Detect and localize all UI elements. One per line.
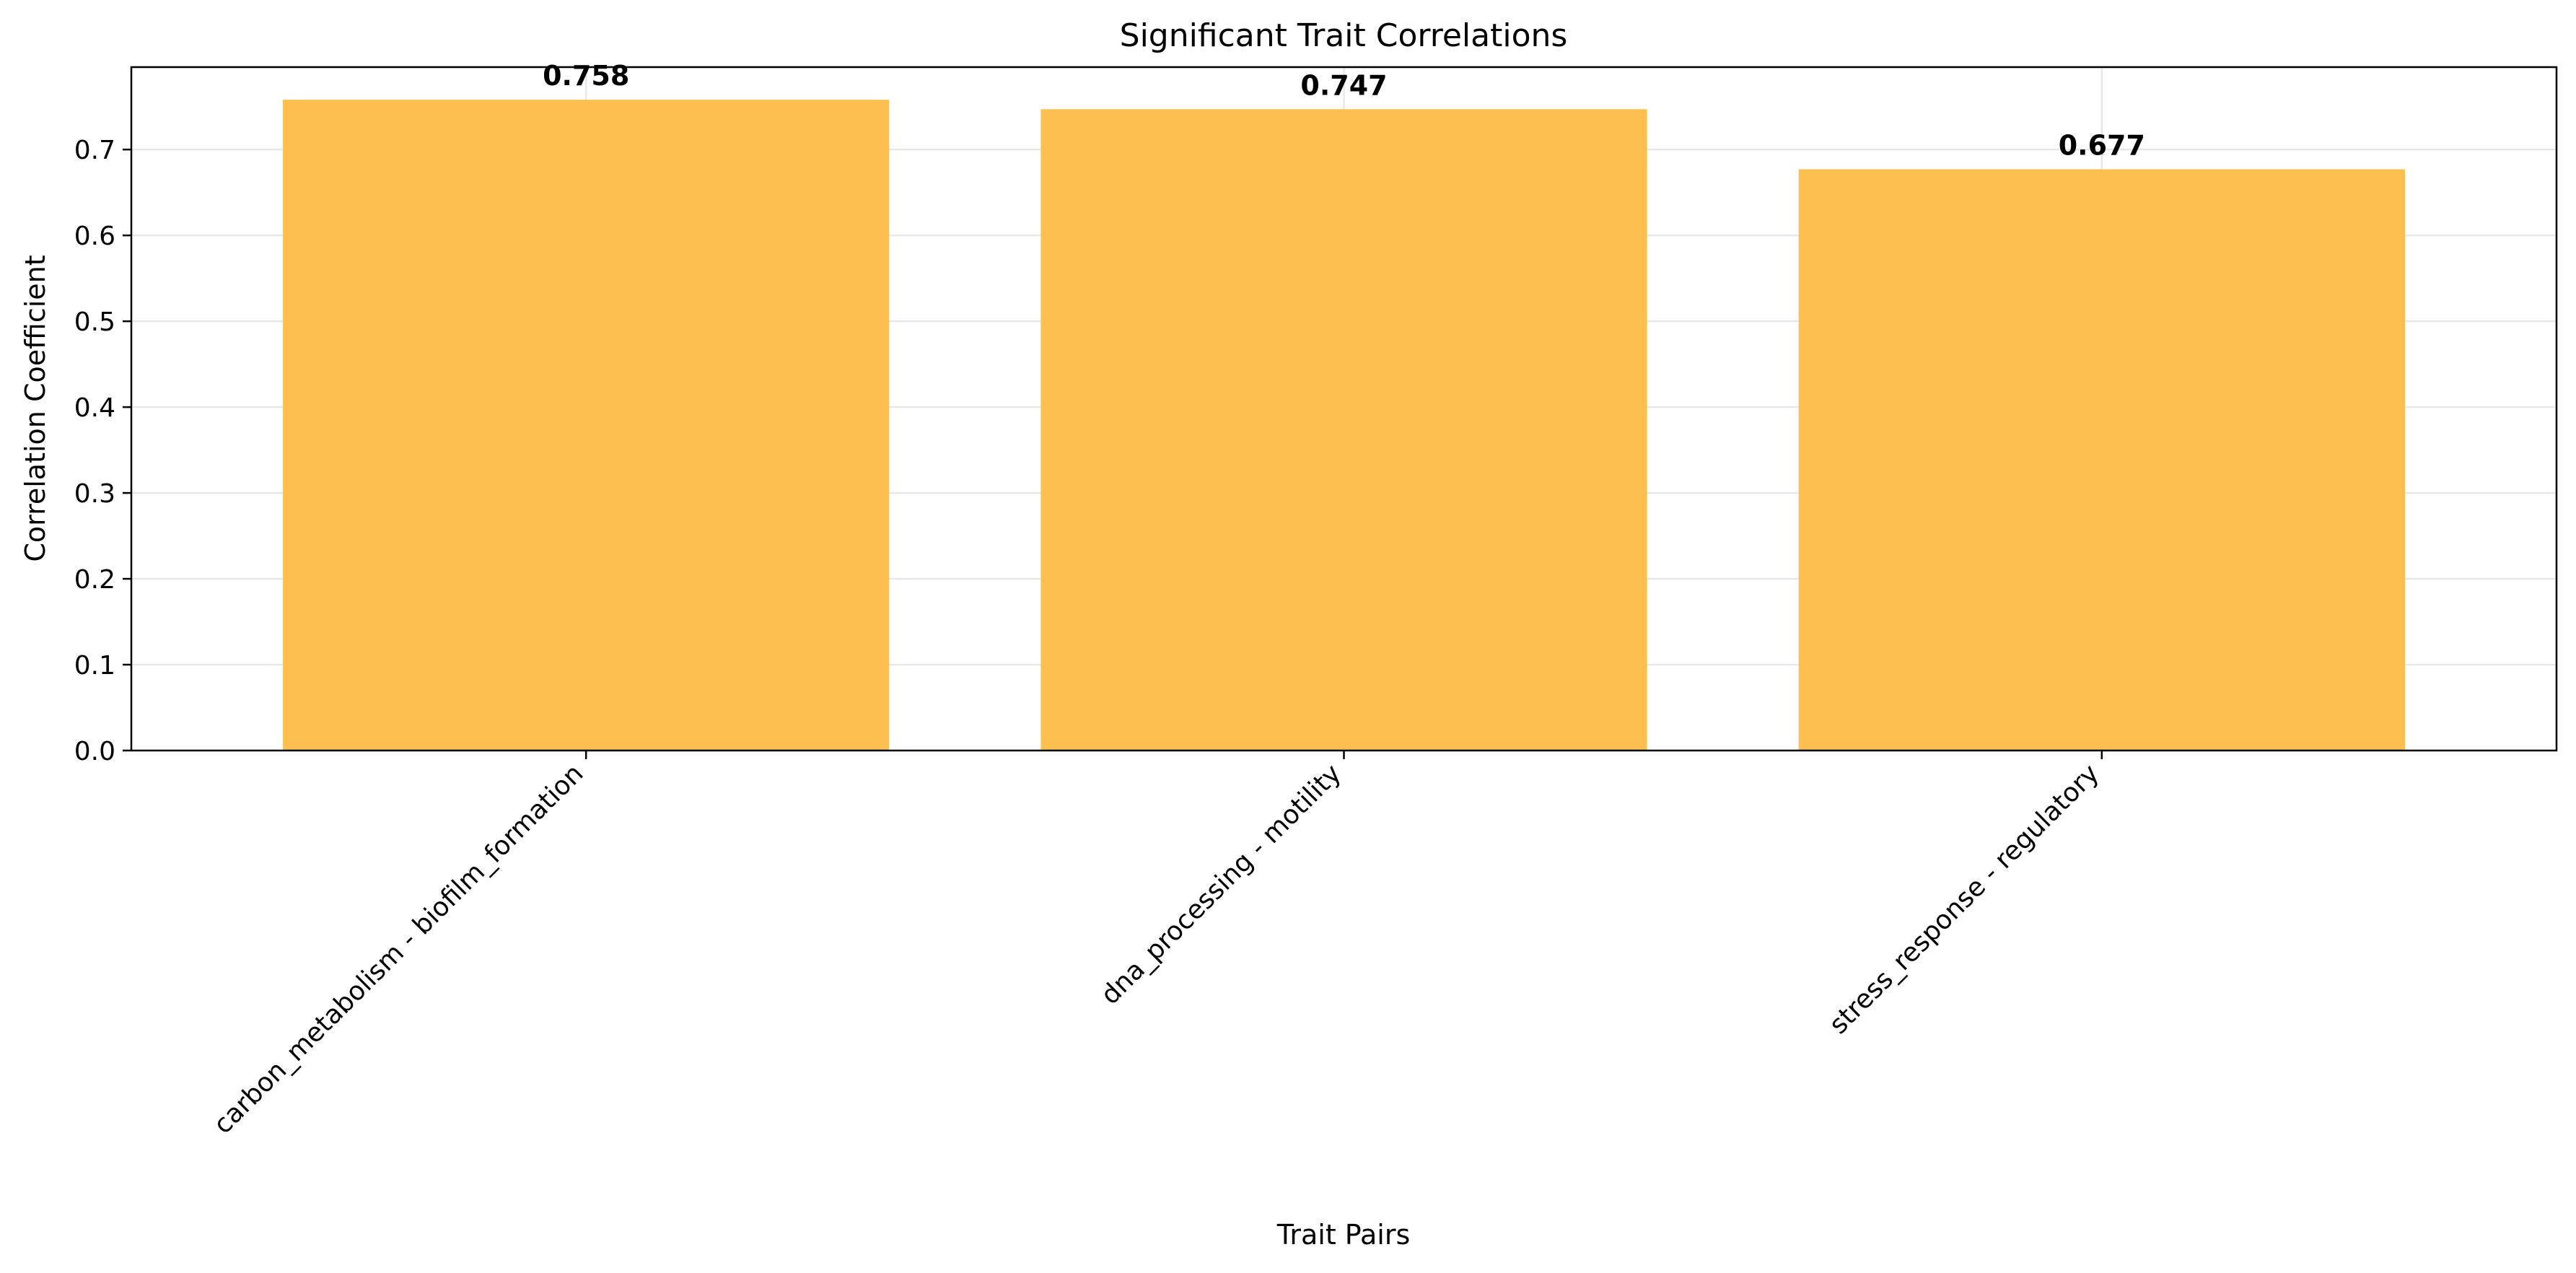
y-tick-label: 0.5 bbox=[74, 307, 115, 337]
y-tick-label: 0.4 bbox=[74, 393, 115, 423]
x-axis-label: Trait Pairs bbox=[1276, 1219, 1411, 1251]
y-tick-label: 0.3 bbox=[74, 479, 115, 509]
y-tick-label: 0.1 bbox=[74, 651, 115, 681]
y-axis-ticks: 0.0 0.1 0.2 0.3 0.4 0.5 0.6 0.7 bbox=[74, 136, 131, 766]
bar-value-label: 0.677 bbox=[2059, 130, 2145, 162]
bar-value-label: 0.747 bbox=[1300, 69, 1387, 101]
y-tick-label: 0.0 bbox=[74, 737, 115, 766]
y-axis-label: Correlation Coefficient bbox=[19, 255, 51, 561]
bar-series bbox=[283, 100, 2405, 751]
y-tick-label: 0.7 bbox=[74, 136, 115, 165]
bar-value-labels: 0.758 0.747 0.677 bbox=[543, 60, 2145, 161]
y-tick-label: 0.6 bbox=[74, 222, 115, 251]
bar bbox=[283, 100, 890, 751]
bar-value-label: 0.758 bbox=[543, 60, 629, 92]
bar bbox=[1798, 169, 2405, 751]
bar bbox=[1041, 109, 1647, 751]
chart-title: Significant Trait Correlations bbox=[1120, 17, 1568, 54]
y-tick-label: 0.2 bbox=[74, 565, 115, 595]
